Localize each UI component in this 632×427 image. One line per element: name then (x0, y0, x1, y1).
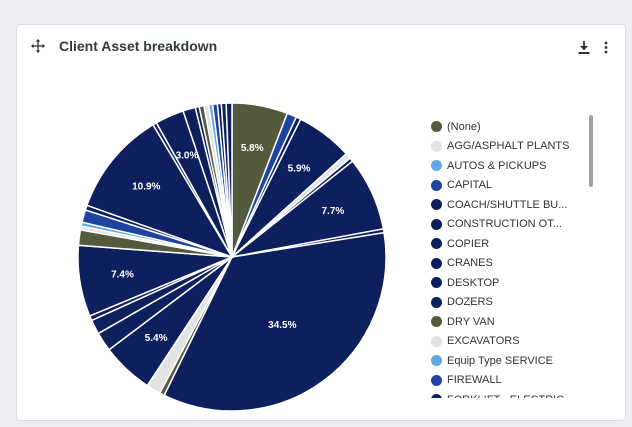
legend-swatch (431, 277, 442, 289)
legend-swatch (431, 335, 442, 347)
legend-item[interactable]: (None) (431, 117, 591, 137)
legend-swatch (431, 374, 442, 386)
pie-slice[interactable] (85, 123, 234, 259)
legend-swatch (431, 199, 442, 211)
legend-swatch (431, 121, 442, 133)
legend-item[interactable]: FORKLIFT - ELECTRIC (431, 390, 591, 398)
kebab-menu-icon[interactable] (603, 41, 609, 54)
slice-data-label: 7.7% (322, 206, 345, 217)
legend-label: AUTOS & PICKUPS (447, 159, 547, 172)
legend-label: COPIER (447, 237, 490, 250)
legend-item[interactable]: COPIER (431, 234, 591, 254)
move-arrows-icon[interactable] (31, 39, 45, 53)
legend-label: DRY VAN (447, 315, 495, 328)
legend-swatch (431, 355, 442, 367)
legend-item[interactable]: DOZERS (431, 293, 591, 313)
legend-item[interactable]: COACH/SHUTTLE BU... (431, 195, 591, 215)
legend-swatch (431, 394, 442, 398)
legend-item[interactable]: AUTOS & PICKUPS (431, 156, 591, 176)
legend-label: COACH/SHUTTLE BU... (447, 198, 568, 211)
legend-swatch (431, 316, 442, 328)
legend-item[interactable]: FIREWALL (431, 371, 591, 391)
slice-data-label: 7.4% (111, 269, 134, 280)
legend-label: CONSTRUCTION OT... (447, 218, 562, 231)
legend-label: FIREWALL (447, 374, 502, 387)
card-title: Client Asset breakdown (59, 38, 218, 54)
legend-item[interactable]: DESKTOP (431, 273, 591, 293)
download-icon[interactable] (578, 41, 590, 54)
legend-label: Equip Type SERVICE (447, 354, 553, 367)
legend-swatch (431, 140, 442, 152)
legend-scrollbar[interactable] (589, 115, 593, 187)
card-header: Client Asset breakdown (17, 25, 625, 69)
slice-data-label: 10.9% (132, 182, 160, 193)
legend-item[interactable]: Equip Type SERVICE (431, 351, 591, 371)
chart-legend: (None) AGG/ASPHALT PLANTS AUTOS & PICKUPS C… (431, 117, 591, 398)
pie-slice[interactable] (225, 102, 233, 258)
slice-data-label: 3.0% (176, 151, 199, 162)
pie-slice[interactable] (163, 231, 387, 412)
legend-label: FORKLIFT - ELECTRIC (447, 394, 564, 398)
legend-item[interactable]: CAPITAL (431, 176, 591, 196)
slice-data-label: 5.9% (288, 164, 311, 175)
legend-swatch (431, 257, 442, 269)
asset-breakdown-card: Client Asset breakdown 5.8% 5.9% 7.7% 34.5%… (16, 24, 626, 421)
legend-label: CAPITAL (447, 179, 493, 192)
slice-data-label: 34.5% (268, 320, 296, 331)
slice-data-label: 5.8% (241, 143, 264, 154)
legend-label: CRANES (447, 257, 493, 270)
legend-label: DESKTOP (447, 276, 500, 289)
legend-swatch (431, 160, 442, 172)
legend-item[interactable]: CRANES (431, 254, 591, 274)
legend-label: DOZERS (447, 296, 493, 309)
legend-swatch (431, 179, 442, 191)
pie-chart: 5.8% 5.9% 7.7% 34.5% 5.4% 7.4% 10.9% 3.0% (77, 102, 387, 412)
legend-item[interactable]: CONSTRUCTION OT... (431, 215, 591, 235)
legend-swatch (431, 238, 442, 250)
slice-data-label: 5.4% (145, 333, 168, 344)
legend-label: AGG/ASPHALT PLANTS (447, 140, 570, 153)
legend-item[interactable]: DRY VAN (431, 312, 591, 332)
legend-swatch (431, 296, 442, 308)
legend-label: EXCAVATORS (447, 335, 520, 348)
legend-label: (None) (447, 120, 481, 133)
legend-item[interactable]: AGG/ASPHALT PLANTS (431, 137, 591, 157)
legend-swatch (431, 218, 442, 230)
legend-item[interactable]: EXCAVATORS (431, 332, 591, 352)
